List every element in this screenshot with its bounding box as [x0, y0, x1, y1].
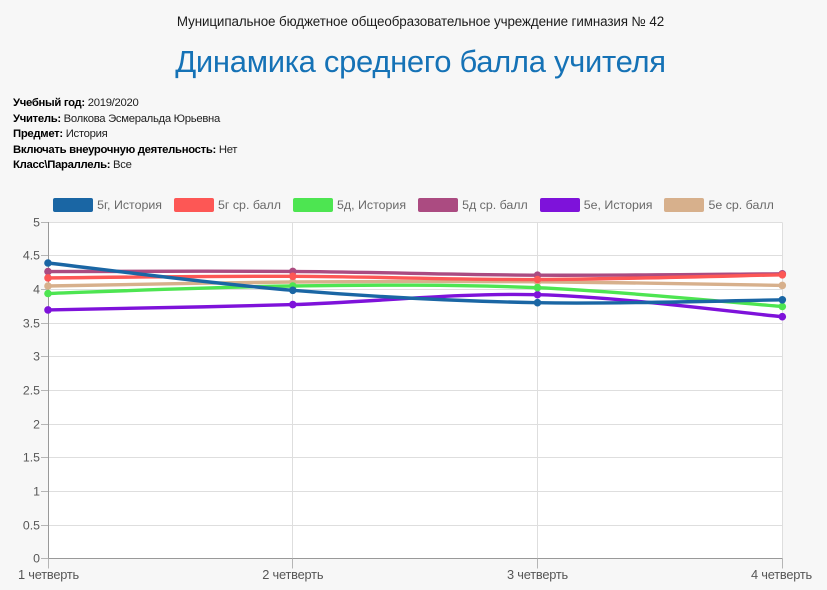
svg-text:2 четверть: 2 четверть: [262, 567, 324, 582]
svg-text:1: 1: [33, 484, 40, 498]
svg-text:3.5: 3.5: [23, 316, 40, 330]
svg-text:1.5: 1.5: [23, 450, 40, 464]
svg-text:2.5: 2.5: [23, 383, 40, 397]
svg-text:4.5: 4.5: [23, 248, 40, 262]
svg-text:3 четверть: 3 четверть: [507, 567, 569, 582]
svg-text:1 четверть: 1 четверть: [18, 567, 80, 582]
svg-text:4 четверть: 4 четверть: [751, 567, 813, 582]
svg-text:0: 0: [33, 551, 40, 565]
svg-text:0.5: 0.5: [23, 518, 40, 532]
svg-text:2: 2: [33, 417, 40, 431]
svg-text:5: 5: [33, 215, 40, 229]
svg-text:3: 3: [33, 349, 40, 363]
svg-text:4: 4: [33, 282, 40, 296]
